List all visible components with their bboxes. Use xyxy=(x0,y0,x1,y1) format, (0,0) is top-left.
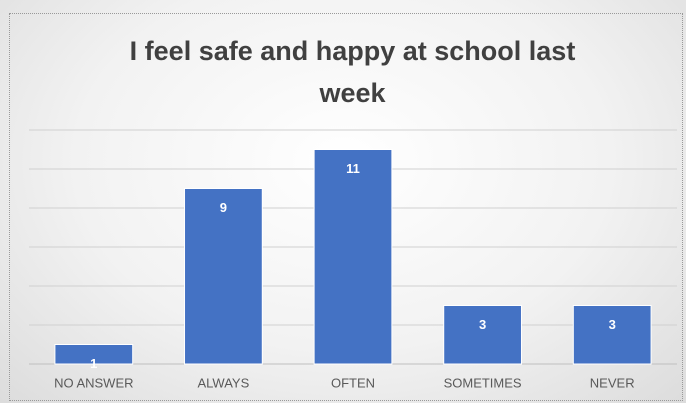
data-label: 11 xyxy=(346,161,360,176)
x-tick-label: NO ANSWER xyxy=(54,375,133,390)
x-tick-label: NEVER xyxy=(590,375,635,390)
x-tick-label: ALWAYS xyxy=(198,375,250,390)
chart-title: I feel safe and happy at school last wee… xyxy=(129,36,576,108)
data-label: 3 xyxy=(609,317,616,332)
data-label: 3 xyxy=(479,317,486,332)
bar xyxy=(184,188,263,365)
bar xyxy=(443,305,522,365)
data-label: 9 xyxy=(220,200,227,215)
bar xyxy=(572,305,652,365)
data-label: 1 xyxy=(90,356,97,371)
x-tick-label: SOMETIMES xyxy=(444,375,522,390)
chart-frame xyxy=(9,13,683,401)
x-tick-label: OFTEN xyxy=(331,375,375,390)
bar xyxy=(313,149,393,365)
bar xyxy=(54,344,134,365)
